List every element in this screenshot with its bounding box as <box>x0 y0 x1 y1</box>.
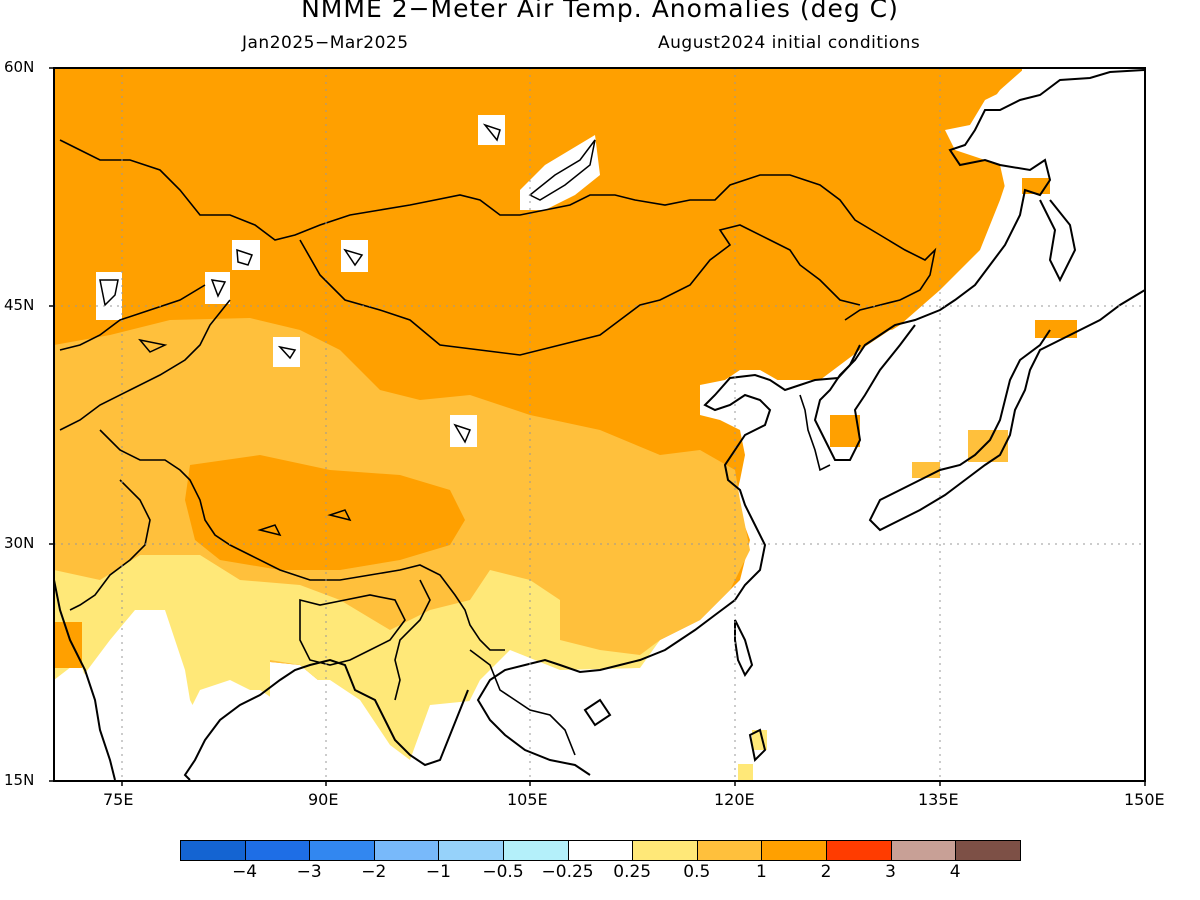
colorbar-swatch <box>890 840 957 861</box>
lat-label: 30N <box>4 534 35 552</box>
no-anomaly-india <box>54 610 420 780</box>
colorbar-label: 3 <box>885 862 896 882</box>
colorbar-label: 0.25 <box>613 862 652 882</box>
axis-ticks <box>49 67 1146 786</box>
lon-label: 90E <box>308 790 339 809</box>
colorbar-label: −3 <box>296 862 322 882</box>
colorbar-label: −4 <box>232 862 258 882</box>
no-anomaly-indochina <box>440 68 1145 780</box>
no-anomaly-cell <box>273 337 300 367</box>
lat-label: 15N <box>4 771 35 789</box>
colorbar-label: −0.25 <box>541 862 594 882</box>
lon-label: 75E <box>103 790 134 809</box>
colorbar-swatch <box>244 840 311 861</box>
colorbar-swatch <box>567 840 634 861</box>
no-anomaly-cell <box>478 115 505 145</box>
map-title: NMME 2−Meter Air Temp. Anomalies (deg C) <box>301 0 899 23</box>
lon-label: 105E <box>507 790 548 809</box>
colorbar-label: 4 <box>949 862 961 882</box>
lon-label: 135E <box>918 790 959 809</box>
colorbar-swatch <box>180 840 246 861</box>
colorbar-swatch <box>438 840 504 861</box>
lat-label: 60N <box>4 58 35 76</box>
no-anomaly-cell <box>450 415 477 447</box>
colorbar-label: 2 <box>820 862 832 882</box>
colorbar-swatch <box>955 840 1021 861</box>
forecast-period-label: Jan2025−Mar2025 <box>242 33 409 53</box>
colorbar-label: −2 <box>361 862 387 882</box>
lon-label: 150E <box>1124 790 1165 809</box>
colorbar-swatch <box>696 840 763 861</box>
no-anomaly-cell <box>205 272 230 304</box>
no-anomaly-cell <box>232 240 260 270</box>
lakes <box>99 123 596 537</box>
colorbar-swatch <box>826 840 892 861</box>
anomaly-cell <box>54 622 82 668</box>
initial-conditions-label: August2024 initial conditions <box>658 33 921 53</box>
anomaly-cell <box>912 462 940 478</box>
plot-frame <box>53 67 1146 782</box>
anomaly-cell <box>830 415 860 447</box>
anomaly-cell <box>968 430 1008 462</box>
colorbar-label: 0.5 <box>683 862 711 882</box>
colorbar-swatch <box>373 840 440 861</box>
no-anomaly-cell <box>96 272 122 320</box>
colorbar-label: −1 <box>425 862 451 882</box>
colorbar-swatch <box>632 840 698 861</box>
coastlines <box>54 69 1145 781</box>
colorbar-label: −0.5 <box>482 862 524 882</box>
anomaly-cell <box>1035 320 1077 338</box>
colorbar-label: 1 <box>755 862 767 882</box>
anomaly-region-tibet <box>185 455 465 570</box>
no-anomaly-cell <box>341 240 368 272</box>
colorbar-swatch <box>309 840 375 861</box>
colorbar-swatch <box>761 840 827 861</box>
anomaly-cell <box>738 764 753 781</box>
country-borders <box>59 139 937 756</box>
lon-label: 120E <box>714 790 755 809</box>
colorbar-swatch <box>503 840 569 861</box>
anomaly-region-weak <box>54 555 560 780</box>
lat-label: 45N <box>4 296 35 314</box>
